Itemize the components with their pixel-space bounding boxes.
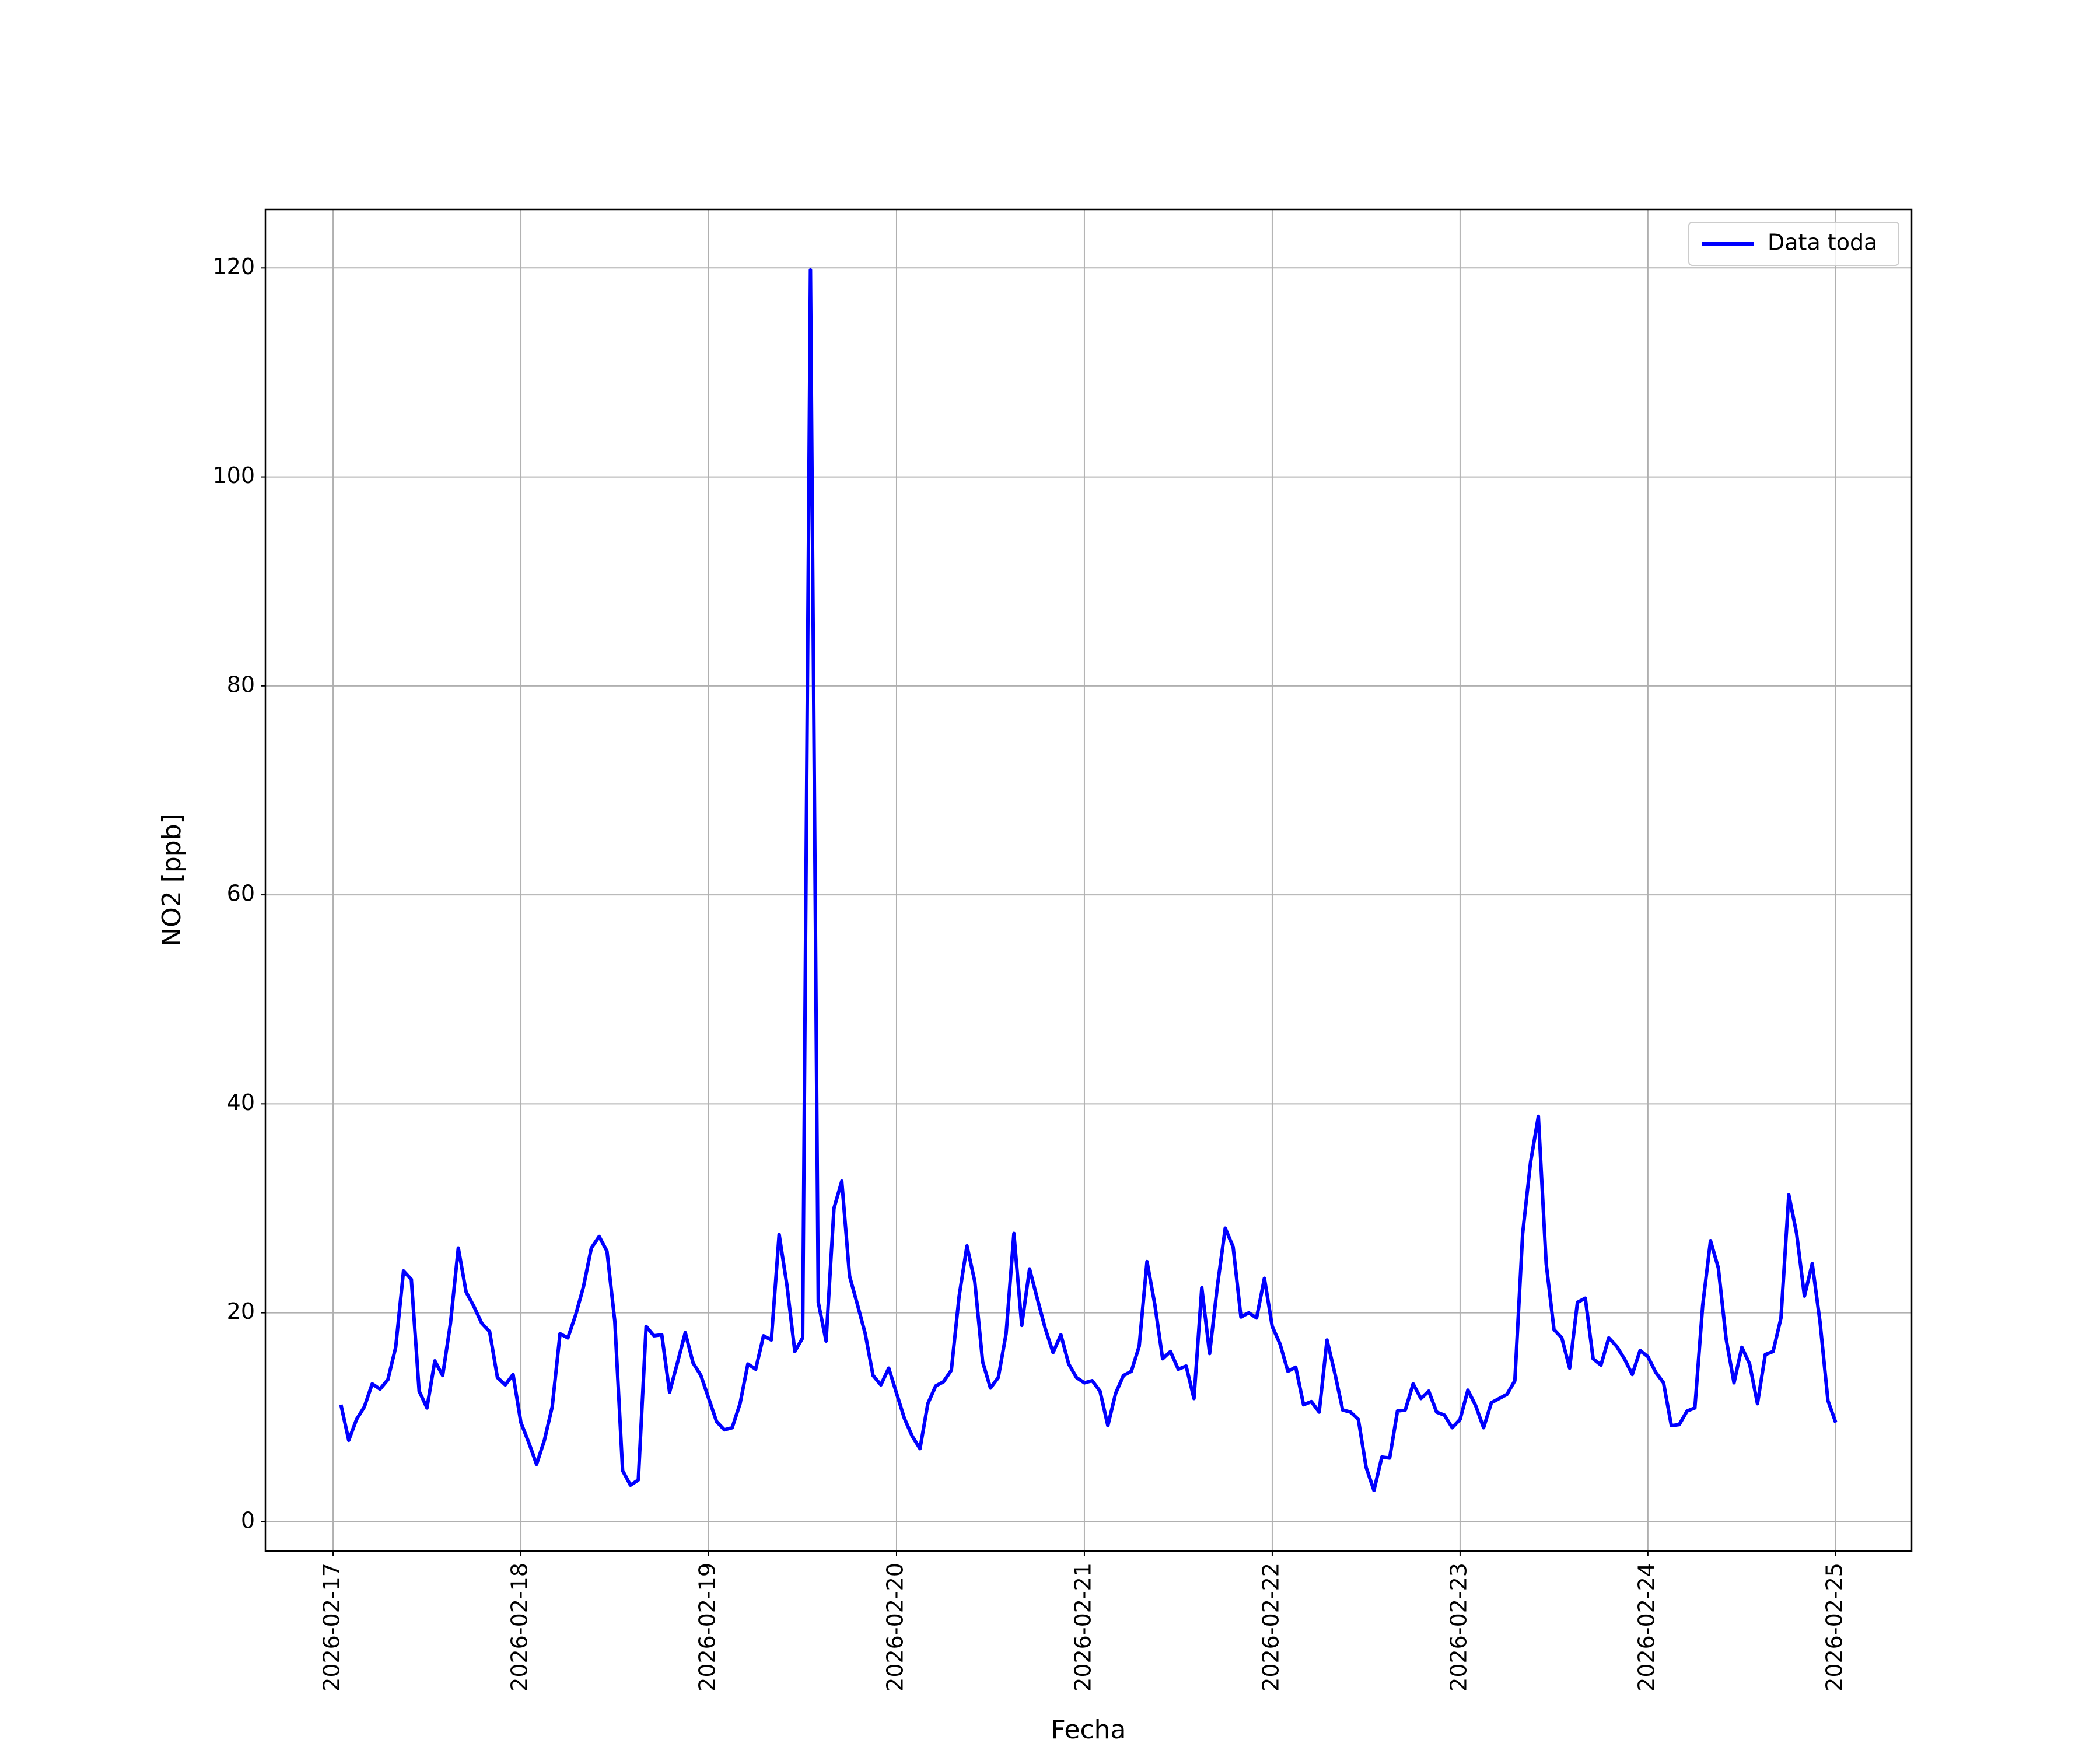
- y-axis-label: NO2 [ppb]: [157, 814, 187, 947]
- y-tick-label: 100: [212, 463, 255, 488]
- legend-box: [1688, 222, 1899, 266]
- y-tick-label: 80: [227, 671, 255, 697]
- plot-frame: [264, 208, 1913, 1552]
- x-tick-label: 2026-02-18: [507, 1563, 533, 1692]
- x-tick-label: 2026-02-17: [319, 1563, 345, 1692]
- y-tick-label: 40: [227, 1090, 255, 1115]
- x-tick-label: 2026-02-23: [1446, 1563, 1471, 1692]
- x-tick-label: 2026-02-19: [695, 1563, 720, 1692]
- x-tick-label: 2026-02-24: [1633, 1563, 1659, 1692]
- data-line: [339, 268, 1838, 1493]
- y-tick-label: 20: [227, 1298, 255, 1324]
- x-tick-label: 2026-02-22: [1258, 1563, 1283, 1692]
- legend-label: Data toda: [1768, 230, 1877, 256]
- x-tick-label: 2026-02-25: [1821, 1563, 1847, 1692]
- x-tick-label: 2026-02-21: [1070, 1563, 1096, 1692]
- y-tick-label: 60: [227, 881, 255, 907]
- x-axis-label: Fecha: [1051, 1715, 1126, 1745]
- y-tick-label: 120: [212, 254, 255, 279]
- x-tick-label: 2026-02-20: [882, 1563, 908, 1692]
- y-tick-label: 0: [241, 1507, 255, 1533]
